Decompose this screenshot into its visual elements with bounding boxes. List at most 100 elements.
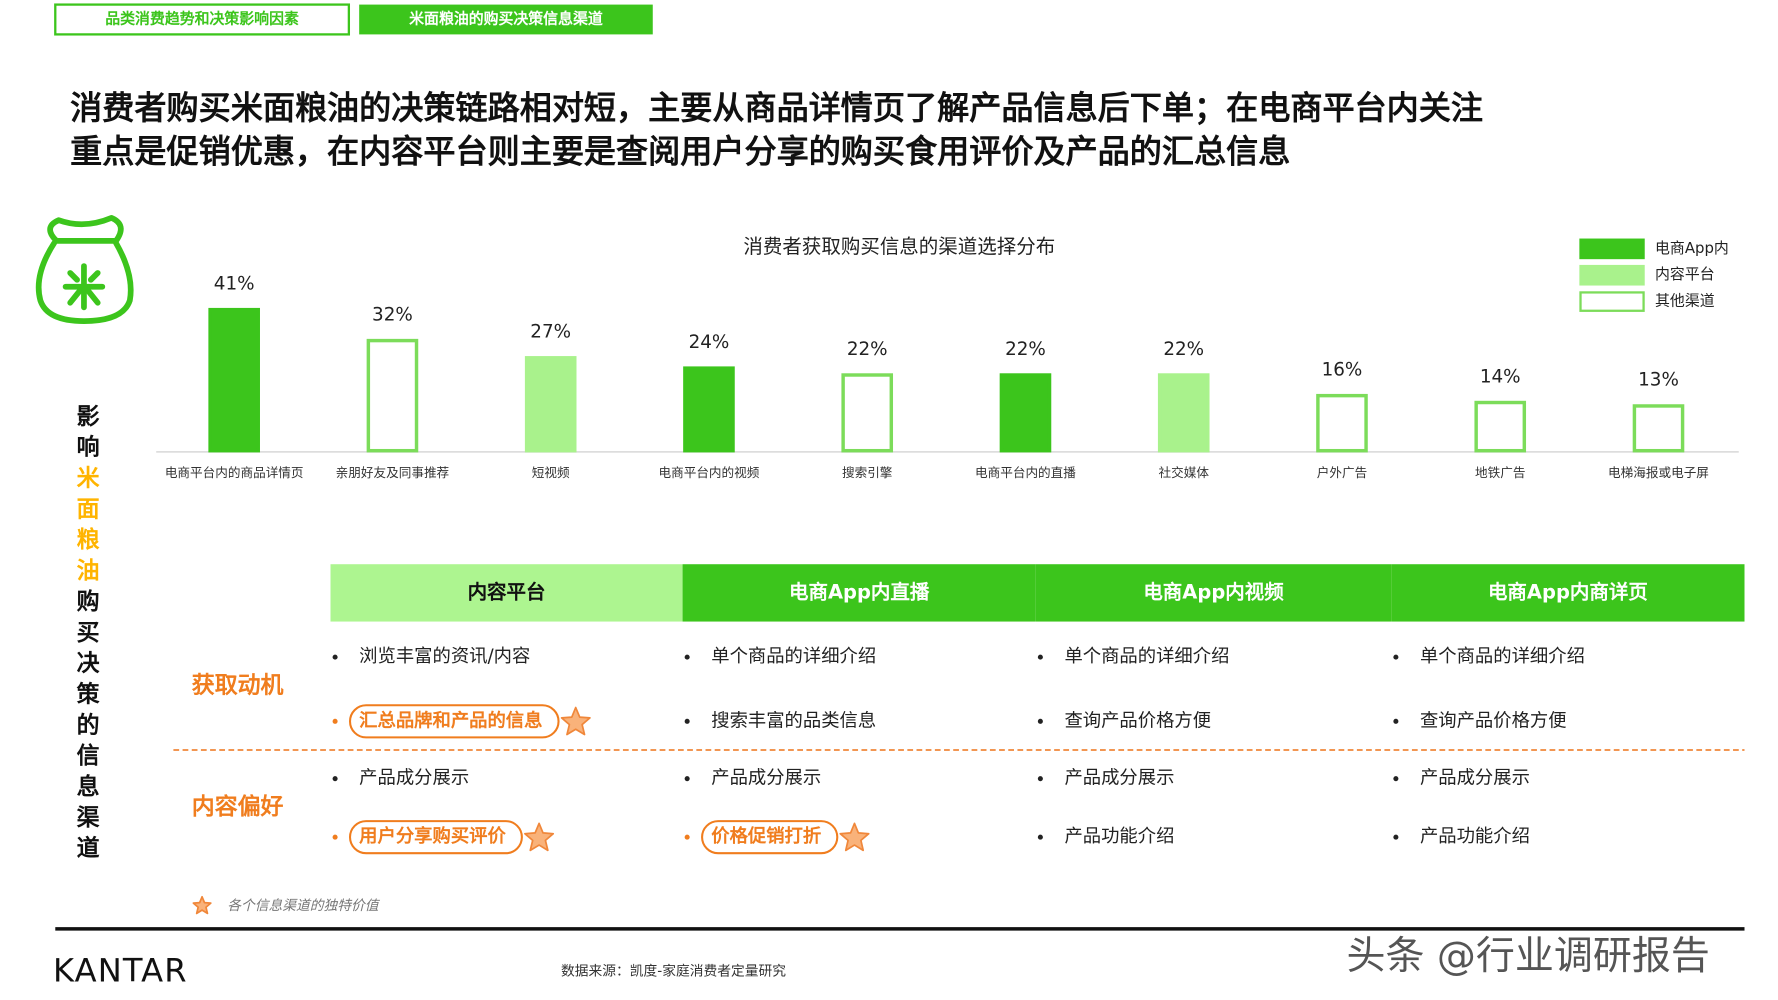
bullet — [332, 776, 338, 782]
chart-title: 消费者获取购买信息的渠道选择分布 — [743, 235, 1055, 258]
bar — [1157, 373, 1210, 453]
star-icon — [524, 822, 555, 852]
star-icon — [192, 895, 212, 915]
x-tick-label: 户外广告 — [1317, 465, 1367, 480]
bar — [366, 338, 419, 453]
highlight-pill — [701, 820, 839, 855]
item: 搜索丰富的品类信息 — [711, 710, 876, 731]
headline: 消费者购买米面粮油的决策链路相对短，主要从商品详情页了解产品信息后下单；在电商平… — [70, 89, 1483, 127]
x-tick-label: 搜索引擎 — [842, 465, 893, 480]
x-tick-label: 电商平台内的视频 — [659, 465, 760, 480]
side-title: 购买决策的信息渠道 — [72, 589, 99, 867]
x-tick-label: 电商平台内的直播 — [975, 465, 1076, 480]
bullet — [1037, 776, 1043, 782]
value-label: 22% — [847, 339, 888, 360]
highlight-item: 汇总品牌和产品的信息 — [359, 709, 542, 731]
bar — [1632, 404, 1685, 453]
bullet — [1037, 718, 1043, 724]
rice-icon — [35, 215, 134, 324]
header-label: 电商App内直播 — [789, 580, 930, 603]
row-label: 内容偏好 — [192, 793, 284, 820]
star-icon — [839, 822, 870, 852]
item: 浏览丰富的资讯/内容 — [359, 646, 530, 667]
x-tick-label: 短视频 — [532, 465, 570, 480]
bar — [841, 373, 894, 453]
highlight-item: 用户分享购买评价 — [359, 825, 506, 847]
value-label: 24% — [689, 332, 730, 353]
x-tick-label: 电梯海报或电子屏 — [1608, 465, 1709, 480]
bullet — [684, 834, 690, 840]
x-tick-label: 亲朋好友及同事推荐 — [336, 465, 450, 480]
side-title: 米面粮油 — [72, 465, 99, 588]
tab-box[interactable] — [359, 4, 653, 35]
bar — [999, 373, 1052, 453]
item: 产品成分展示 — [1420, 768, 1530, 789]
bullet — [1393, 776, 1399, 782]
source: 数据来源：凯度-家庭消费者定量研究 — [561, 962, 786, 979]
header-label: 电商App内商详页 — [1488, 580, 1648, 603]
value-label: 22% — [1005, 339, 1046, 360]
footnote: 各个信息渠道的独特价值 — [227, 898, 381, 914]
value-label: 14% — [1480, 366, 1521, 387]
bar — [683, 366, 735, 453]
watermark: 头条 @行业调研报告 — [1347, 934, 1710, 979]
item: 产品成分展示 — [1064, 768, 1174, 789]
item: 单个商品的详细介绍 — [1064, 646, 1229, 667]
item: 单个商品的详细介绍 — [711, 646, 876, 667]
tab-box[interactable] — [54, 3, 351, 36]
bullet — [684, 654, 690, 660]
value-label: 41% — [214, 273, 255, 294]
tab[interactable]: 品类消费趋势和决策影响因素 — [105, 9, 299, 27]
bullet — [332, 834, 338, 840]
item: 单个商品的详细介绍 — [1420, 646, 1585, 667]
x-tick-label: 电商平台内的商品详情页 — [165, 465, 304, 480]
bullet — [332, 654, 338, 660]
value-label: 22% — [1163, 339, 1204, 360]
item: 产品成分展示 — [711, 768, 821, 789]
tab[interactable]: 米面粮油的购买决策信息渠道 — [409, 9, 603, 27]
header-label: 电商App内视频 — [1143, 580, 1284, 603]
bullet — [1393, 654, 1399, 660]
header-cell — [1035, 564, 1392, 622]
bullet — [684, 718, 690, 724]
legend-label: 内容平台 — [1655, 265, 1715, 283]
headline: 重点是促销优惠，在内容平台则主要是查阅用户分享的购买食用评价及产品的汇总信息 — [70, 133, 1290, 171]
highlight-pill — [348, 704, 560, 739]
legend-swatch — [1579, 291, 1645, 312]
bullet — [332, 718, 338, 724]
legend-label: 其他渠道 — [1655, 292, 1715, 310]
item: 产品功能介绍 — [1064, 826, 1174, 847]
row-label: 获取动机 — [192, 672, 284, 698]
brand: KANTAR — [53, 951, 188, 989]
legend-swatch — [1579, 264, 1645, 286]
value-label: 13% — [1638, 370, 1679, 391]
x-tick-label: 地铁广告 — [1475, 465, 1525, 480]
highlight-pill — [348, 820, 523, 855]
header-cell — [330, 564, 683, 622]
value-label: 16% — [1322, 359, 1363, 380]
header-cell — [1391, 564, 1745, 622]
side-title: 影响 — [72, 404, 99, 466]
x-tick-label: 社交媒体 — [1158, 465, 1209, 480]
bullet — [1037, 654, 1043, 660]
legend-swatch — [1579, 238, 1645, 260]
item: 查询产品价格方便 — [1064, 710, 1211, 731]
star-icon — [560, 706, 591, 736]
header-label: 内容平台 — [468, 580, 546, 603]
item: 产品功能介绍 — [1420, 826, 1530, 847]
value-label: 32% — [372, 304, 413, 325]
bar — [1474, 400, 1527, 453]
highlight-item: 价格促销打折 — [711, 825, 821, 847]
bar — [208, 307, 260, 453]
bar — [1316, 393, 1368, 453]
value-label: 27% — [530, 322, 571, 343]
item: 查询产品价格方便 — [1420, 710, 1567, 731]
bullet — [1393, 718, 1399, 724]
legend-label: 电商App内 — [1655, 239, 1729, 257]
bullet — [1393, 834, 1399, 840]
header-cell — [682, 564, 1036, 622]
bar — [524, 356, 577, 453]
item: 产品成分展示 — [359, 768, 469, 789]
bullet — [684, 776, 690, 782]
